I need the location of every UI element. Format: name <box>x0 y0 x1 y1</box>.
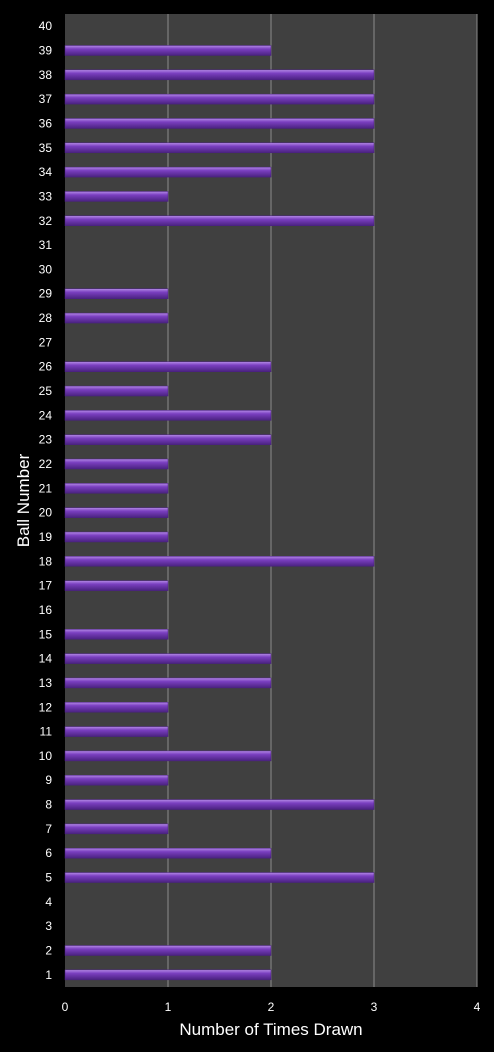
x-axis-title: Number of Times Drawn <box>179 1020 362 1039</box>
bar-22 <box>64 458 169 470</box>
bar-13 <box>64 677 272 689</box>
y-tick-label: 6 <box>45 846 52 860</box>
bar-35 <box>64 142 375 154</box>
y-tick-label: 36 <box>39 116 53 130</box>
x-tick-label: 2 <box>268 1000 275 1014</box>
bar-10 <box>64 750 272 762</box>
y-tick-label: 34 <box>39 165 53 179</box>
y-tick-label: 16 <box>39 603 53 617</box>
bar-39 <box>64 45 272 56</box>
y-tick-label: 33 <box>39 189 53 203</box>
bar-32 <box>64 215 375 227</box>
y-tick-label: 2 <box>45 944 52 958</box>
y-tick-label: 5 <box>45 871 52 885</box>
y-tick-label: 35 <box>39 141 53 155</box>
bar-33 <box>64 191 169 202</box>
y-tick-label: 28 <box>39 311 53 325</box>
y-tick-label: 30 <box>39 262 53 276</box>
y-tick-labels: 1234567891011121314151617181920212223242… <box>39 19 53 982</box>
bar-14 <box>64 653 272 664</box>
y-tick-label: 21 <box>39 481 53 495</box>
bar-8 <box>64 799 375 810</box>
x-tick-label: 1 <box>165 1000 172 1014</box>
y-tick-label: 15 <box>39 627 53 641</box>
bar-26 <box>64 361 272 372</box>
y-tick-label: 4 <box>45 895 52 909</box>
y-tick-label: 20 <box>39 506 53 520</box>
bar-5 <box>64 872 375 883</box>
bar-11 <box>64 726 169 737</box>
y-tick-label: 17 <box>39 579 53 593</box>
bar-36 <box>64 118 375 129</box>
y-tick-label: 18 <box>39 554 53 568</box>
x-tick-labels: 0 1 2 3 4 <box>62 1000 481 1014</box>
bar-19 <box>64 531 169 543</box>
y-tick-label: 27 <box>39 335 53 349</box>
x-tick-label: 0 <box>62 1000 69 1014</box>
bar-1 <box>64 969 272 981</box>
bar-25 <box>64 385 169 397</box>
bar-18 <box>64 556 375 567</box>
y-tick-label: 8 <box>45 798 52 812</box>
y-tick-label: 24 <box>39 408 53 422</box>
bar-12 <box>64 702 169 713</box>
y-tick-label: 1 <box>45 968 52 982</box>
y-tick-label: 10 <box>39 749 53 763</box>
bar-38 <box>64 69 375 81</box>
bar-24 <box>64 410 272 421</box>
bar-9 <box>64 774 169 786</box>
bar-21 <box>64 483 169 494</box>
y-tick-label: 3 <box>45 919 52 933</box>
x-tick-label: 4 <box>474 1000 481 1014</box>
y-tick-label: 7 <box>45 822 52 836</box>
y-tick-label: 14 <box>39 652 53 666</box>
bar-34 <box>64 166 272 178</box>
y-tick-label: 25 <box>39 384 53 398</box>
y-tick-label: 31 <box>39 238 53 252</box>
bar-7 <box>64 823 169 835</box>
y-tick-label: 23 <box>39 433 53 447</box>
y-tick-label: 12 <box>39 700 53 714</box>
y-axis-title: Ball Number <box>14 453 33 547</box>
y-tick-label: 37 <box>39 92 53 106</box>
y-tick-label: 22 <box>39 457 53 471</box>
bar-23 <box>64 434 272 445</box>
y-tick-label: 13 <box>39 676 53 690</box>
bar-20 <box>64 507 169 518</box>
y-tick-label: 38 <box>39 68 53 82</box>
bar-15 <box>64 629 169 640</box>
y-tick-label: 29 <box>39 287 53 301</box>
y-tick-label: 9 <box>45 773 52 787</box>
y-tick-label: 26 <box>39 360 53 374</box>
y-tick-label: 19 <box>39 530 53 544</box>
bar-29 <box>64 288 169 299</box>
bar-37 <box>64 93 375 105</box>
y-tick-label: 32 <box>39 214 53 228</box>
y-tick-label: 39 <box>39 43 53 57</box>
bars <box>64 45 375 981</box>
x-tick-label: 3 <box>371 1000 378 1014</box>
bar-28 <box>64 312 169 324</box>
bar-6 <box>64 847 272 859</box>
bar-17 <box>64 580 169 591</box>
y-tick-label: 40 <box>39 19 53 33</box>
bar-2 <box>64 945 272 956</box>
y-tick-label: 11 <box>40 725 53 739</box>
